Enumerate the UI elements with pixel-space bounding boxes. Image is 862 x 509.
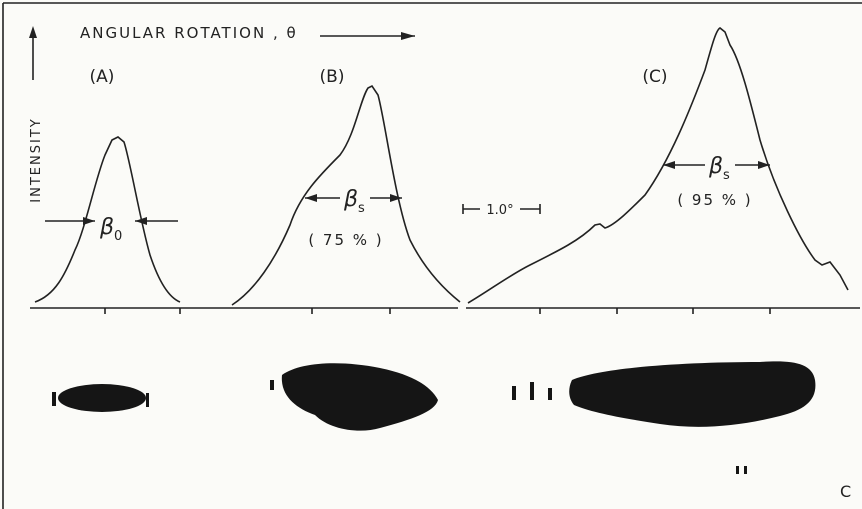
curve-a bbox=[34, 136, 181, 303]
beta: βs bbox=[708, 154, 730, 183]
blob bbox=[146, 393, 149, 407]
blob bbox=[512, 386, 516, 400]
trace-c bbox=[512, 361, 816, 474]
corner-mark: C bbox=[840, 482, 851, 501]
x-axis-label: ANGULAR ROTATION , θ bbox=[80, 24, 298, 42]
blob bbox=[270, 380, 274, 390]
blob bbox=[52, 392, 56, 406]
beta-symbol: β bbox=[99, 215, 114, 240]
y-axis-label: INTENSITY bbox=[29, 117, 44, 202]
arrowheads bbox=[305, 194, 402, 202]
beta: βs bbox=[343, 187, 365, 216]
blob bbox=[281, 363, 438, 431]
panel-label: (A) bbox=[90, 67, 115, 87]
scale-bar bbox=[462, 204, 541, 214]
beta-subscript: s bbox=[723, 168, 730, 183]
y-arrowhead bbox=[29, 26, 37, 38]
trace-a bbox=[52, 384, 149, 412]
x-arrowhead bbox=[401, 32, 415, 40]
panel-label: (B) bbox=[320, 67, 345, 87]
blob bbox=[744, 466, 747, 474]
beta-subscript: s bbox=[358, 201, 365, 216]
trace-b bbox=[270, 363, 438, 431]
blob bbox=[548, 388, 552, 400]
percent: ( 95 % ) bbox=[677, 191, 752, 209]
blob bbox=[530, 382, 534, 400]
curve-b bbox=[231, 84, 461, 306]
beta: β0 bbox=[99, 215, 122, 244]
beta-symbol: β bbox=[708, 154, 723, 179]
ticks bbox=[104, 308, 771, 314]
panel-label: (C) bbox=[642, 67, 667, 87]
arrowheads bbox=[663, 161, 770, 169]
beta-subscript: 0 bbox=[114, 229, 122, 244]
blob bbox=[736, 466, 739, 474]
blob bbox=[569, 361, 816, 427]
percent: ( 75 % ) bbox=[308, 231, 383, 249]
scale-label: 1.0° bbox=[486, 203, 513, 218]
curve-c bbox=[467, 27, 849, 304]
beta-symbol: β bbox=[343, 187, 358, 212]
blob bbox=[58, 384, 146, 412]
